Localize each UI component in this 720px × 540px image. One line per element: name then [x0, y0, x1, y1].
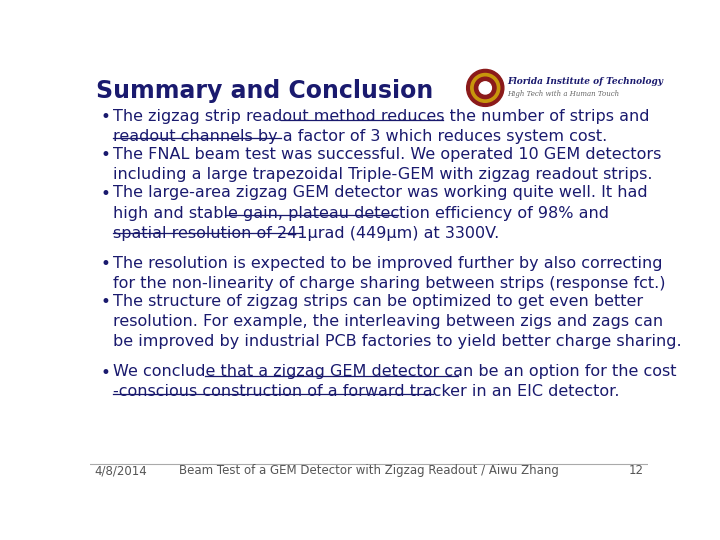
- Text: •: •: [101, 255, 111, 273]
- Text: Beam Test of a GEM Detector with Zigzag Readout / Aiwu Zhang: Beam Test of a GEM Detector with Zigzag …: [179, 464, 559, 477]
- Text: The structure of zigzag strips can be optimized to get even better
resolution. F: The structure of zigzag strips can be op…: [113, 294, 682, 349]
- Text: The zigzag strip readout method reduces the number of strips and
readout channel: The zigzag strip readout method reduces …: [113, 109, 649, 144]
- Text: The large-area zigzag GEM detector was working quite well. It had
high and stabl: The large-area zigzag GEM detector was w…: [113, 185, 648, 240]
- Wedge shape: [474, 77, 496, 99]
- Text: 12: 12: [629, 464, 644, 477]
- Text: •: •: [101, 185, 111, 202]
- Circle shape: [479, 82, 491, 94]
- Text: Summary and Conclusion: Summary and Conclusion: [96, 79, 433, 103]
- Text: The resolution is expected to be improved further by also correcting
for the non: The resolution is expected to be improve…: [113, 256, 666, 291]
- Wedge shape: [467, 70, 504, 106]
- Text: •: •: [101, 146, 111, 164]
- Text: 4/8/2014: 4/8/2014: [94, 464, 148, 477]
- Text: High Tech with a Human Touch: High Tech with a Human Touch: [507, 90, 619, 98]
- Text: •: •: [101, 293, 111, 312]
- Text: We conclude that a zigzag GEM detector can be an option for the cost
-conscious : We conclude that a zigzag GEM detector c…: [113, 364, 677, 400]
- Text: The FNAL beam test was successful. We operated 10 GEM detectors
including a larg: The FNAL beam test was successful. We op…: [113, 147, 662, 182]
- Text: •: •: [101, 108, 111, 126]
- Text: •: •: [101, 363, 111, 382]
- Text: Florida Institute of Technology: Florida Institute of Technology: [507, 77, 663, 86]
- Wedge shape: [471, 73, 500, 102]
